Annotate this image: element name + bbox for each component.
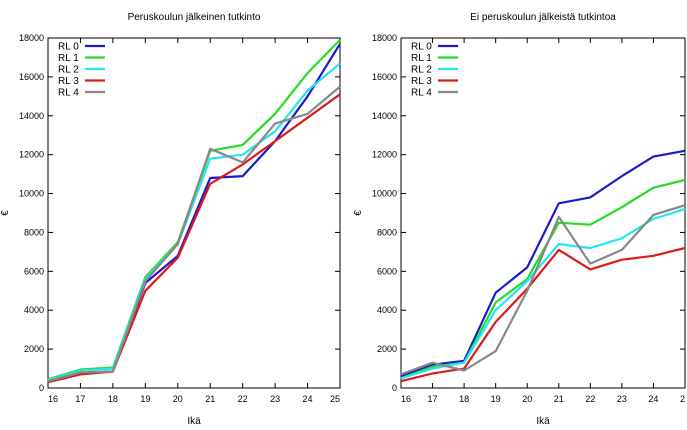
x-tick-label: 21 xyxy=(205,394,215,404)
x-tick-label: 21 xyxy=(554,394,564,404)
x-tick-label: 18 xyxy=(108,394,118,404)
y-tick-label: 16000 xyxy=(19,72,44,82)
chart-panel-2: Ei peruskoulun jälkeistä tutkintoa 0 2000 4… xyxy=(353,12,686,427)
x-tick-label: 17 xyxy=(75,394,85,404)
x-axis-label: Ikä xyxy=(536,416,550,427)
x-tick-label: 25 xyxy=(330,394,340,404)
x-tick-label: 24 xyxy=(303,394,313,404)
chart-panel-1: Peruskoulun jälkeinen tutkinto 0 2000 4000 6… xyxy=(0,12,341,427)
series-line-rl-3 xyxy=(400,246,686,383)
legend-label: RL 1 xyxy=(58,53,79,64)
y-tick-label: 0 xyxy=(39,383,44,393)
legend-label: RL 0 xyxy=(58,42,79,53)
legend-label: RL 2 xyxy=(58,65,79,76)
legend-label: RL 3 xyxy=(411,76,432,87)
legend-label: RL 4 xyxy=(58,88,79,99)
y-tick-label: 12000 xyxy=(372,150,397,160)
x-tick-label: 19 xyxy=(491,394,501,404)
x-tick-label: 16 xyxy=(48,394,58,404)
y-tick-label: 18000 xyxy=(372,33,397,43)
x-tick-label: 20 xyxy=(522,394,532,404)
x-tick-label: 23 xyxy=(617,394,627,404)
y-tick-label: 10000 xyxy=(372,189,397,199)
y-tick-label: 8000 xyxy=(377,227,397,237)
y-tick-label: 18000 xyxy=(19,33,44,43)
y-tick-label: 14000 xyxy=(19,111,44,121)
x-tick-label: 19 xyxy=(140,394,150,404)
chart-title: Peruskoulun jälkeinen tutkinto xyxy=(128,12,261,23)
series-line-rl-4 xyxy=(47,85,341,383)
y-tick-label: 14000 xyxy=(372,111,397,121)
legend-label: RL 0 xyxy=(411,42,432,53)
y-tick-label: 16000 xyxy=(372,72,397,82)
x-tick-label: 18 xyxy=(459,394,469,404)
y-tick-label: 4000 xyxy=(377,305,397,315)
x-tick-label: 22 xyxy=(585,394,595,404)
x-tick-label: 23 xyxy=(270,394,280,404)
y-tick-label: 2000 xyxy=(377,344,397,354)
y-tick-label: 10000 xyxy=(19,189,44,199)
y-axis-label: € xyxy=(353,210,364,216)
y-axis-label: € xyxy=(0,210,11,216)
y-tick-label: 6000 xyxy=(24,266,44,276)
y-tick-label: 12000 xyxy=(19,150,44,160)
y-tick-label: 8000 xyxy=(24,227,44,237)
chart-title: Ei peruskoulun jälkeistä tutkintoa xyxy=(470,12,616,23)
legend-label: RL 3 xyxy=(58,76,79,87)
x-tick-label: 24 xyxy=(648,394,658,404)
plot-frame xyxy=(400,37,686,389)
series-line-rl-1 xyxy=(47,39,341,381)
x-tick-label: 17 xyxy=(428,394,438,404)
x-tick-label: 22 xyxy=(238,394,248,404)
series-line-rl-0 xyxy=(400,149,686,378)
plot-frame xyxy=(47,37,341,389)
legend-label: RL 1 xyxy=(411,53,432,64)
series-line-rl-0 xyxy=(47,43,341,383)
series-line-rl-1 xyxy=(400,178,686,380)
y-tick-label: 2000 xyxy=(24,344,44,354)
legend-label: RL 2 xyxy=(411,65,432,76)
x-tick-label: 2 xyxy=(680,394,685,404)
series-line-rl-2 xyxy=(47,62,341,382)
series-line-rl-3 xyxy=(47,93,341,384)
y-tick-label: 0 xyxy=(392,383,397,393)
x-tick-label: 16 xyxy=(401,394,411,404)
legend-label: RL 4 xyxy=(411,88,432,99)
y-tick-label: 4000 xyxy=(24,305,44,315)
x-tick-label: 20 xyxy=(173,394,183,404)
series-line-rl-4 xyxy=(400,204,686,376)
y-tick-label: 6000 xyxy=(377,266,397,276)
x-axis-label: Ikä xyxy=(187,416,201,427)
